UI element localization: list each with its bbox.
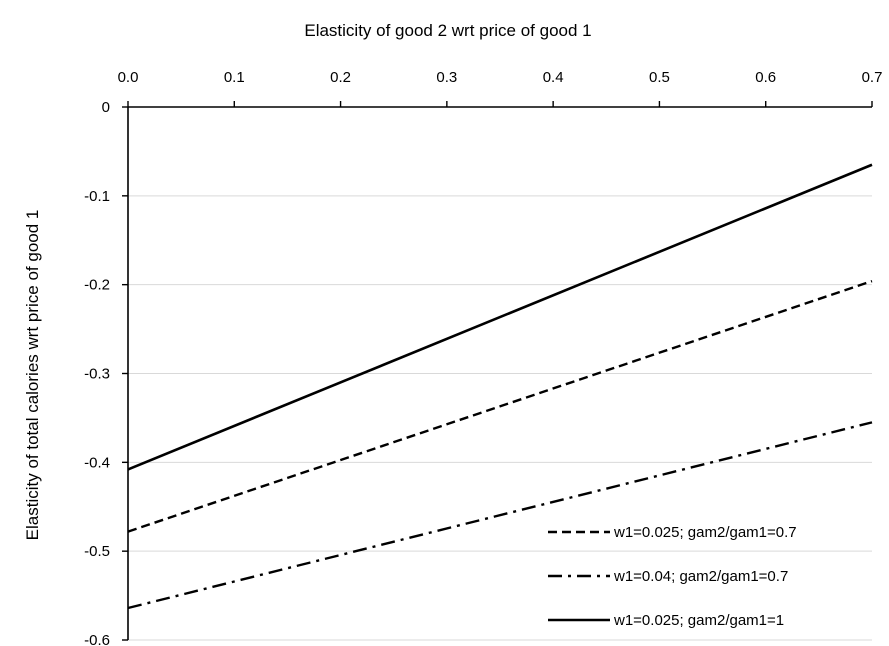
x-tick-label: 0.0 bbox=[118, 69, 139, 86]
y-tick-label: -0.6 bbox=[84, 632, 110, 646]
x-tick-label: 0.6 bbox=[755, 69, 776, 86]
axes bbox=[122, 101, 873, 641]
x-tick-label: 0.1 bbox=[224, 69, 245, 86]
x-tick-labels: 0.0 0.1 0.2 0.3 0.4 0.5 0.6 0.7 bbox=[118, 69, 883, 86]
series-line-1 bbox=[127, 279, 873, 533]
y-tick-label: 0 bbox=[102, 99, 110, 116]
x-tick-label: 0.2 bbox=[330, 69, 351, 86]
y-tick-label: -0.4 bbox=[84, 454, 110, 471]
x-tick-label: 0.7 bbox=[862, 69, 883, 86]
gridlines bbox=[128, 195, 872, 641]
series-line-3 bbox=[127, 163, 873, 471]
y-tick-label: -0.5 bbox=[84, 543, 110, 560]
legend: w1=0.025; gam2/gam1=0.7 w1=0.04; gam2/gam… bbox=[548, 524, 797, 629]
series-lines bbox=[127, 163, 873, 610]
x-axis-label: Elasticity of good 2 wrt price of good 1 bbox=[304, 21, 591, 40]
series-line-2 bbox=[127, 421, 873, 610]
x-tick-label: 0.4 bbox=[543, 69, 564, 86]
y-tick-labels: 0 -0.1 -0.2 -0.3 -0.4 -0.5 -0.6 bbox=[84, 99, 110, 646]
x-tick-label: 0.5 bbox=[649, 69, 670, 86]
y-tick-label: -0.1 bbox=[84, 188, 110, 205]
x-tick-label: 0.3 bbox=[436, 69, 457, 86]
legend-label-1: w1=0.025; gam2/gam1=0.7 bbox=[613, 524, 797, 541]
y-axis-label: Elasticity of total calories wrt price o… bbox=[23, 210, 42, 541]
legend-label-3: w1=0.025; gam2/gam1=1 bbox=[613, 612, 784, 629]
legend-label-2: w1=0.04; gam2/gam1=0.7 bbox=[613, 568, 788, 585]
y-tick-label: -0.2 bbox=[84, 277, 110, 294]
y-tick-label: -0.3 bbox=[84, 366, 110, 383]
